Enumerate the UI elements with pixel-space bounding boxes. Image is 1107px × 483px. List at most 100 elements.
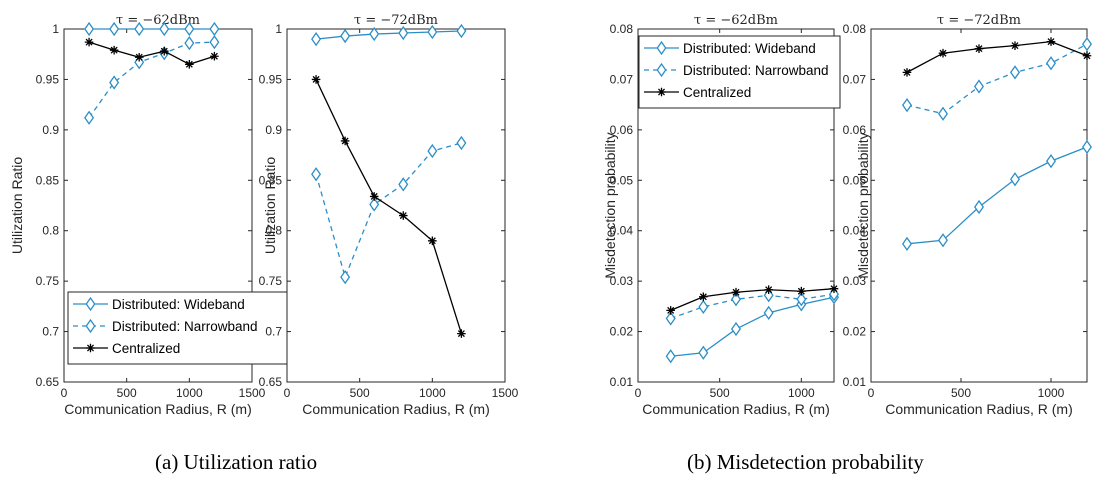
x-tick-label: 0 [284,386,291,400]
y-tick-label: 0.7 [265,325,282,339]
y-tick-label: 0.65 [259,375,283,389]
legend-marker-narrowband [656,62,667,78]
data-point-wideband [731,321,741,337]
data-point-centralized [109,45,119,55]
y-axis-label: Misdetection probability [602,132,618,278]
series-line-centralized [88,41,215,66]
x-tick-label: 0 [61,386,68,400]
legend-label-narrowband: Distributed: Narrowband [683,63,829,78]
y-tick-label: 1 [52,22,59,36]
y-tick-label: 0.8 [265,224,282,238]
x-tick-label: 1500 [239,386,266,400]
y-tick-label: 0.7 [42,325,59,339]
x-tick-label: 1000 [788,386,815,400]
legend-label-wideband: Distributed: Wideband [112,297,245,312]
data-point-centralized [1082,51,1092,61]
caption-a: (a) Utilization ratio [155,450,317,474]
data-point-narrowband [938,106,948,121]
data-point-wideband [698,345,709,360]
data-point-centralized [340,136,350,146]
data-point-narrowband [311,167,322,182]
series-line-centralized [906,40,1088,73]
data-point-narrowband [340,269,351,285]
chart-utilization-72dbm: 0 500 1000 1500 0.65 0.7 0.75 0.8 0.85 0.9 0.95 1 τ … [259,13,519,417]
data-point-wideband [134,21,145,37]
data-point-centralized [210,51,219,61]
y-tick-label: 0.08 [610,22,634,36]
data-point-narrowband [209,34,220,50]
data-point-narrowband [398,177,409,192]
y-tick-label: 0.03 [610,274,634,288]
data-point-wideband [311,31,322,47]
data-point-wideband [369,26,380,42]
data-point-narrowband [698,299,709,314]
data-point-centralized [764,285,773,295]
x-tick-label: 1000 [1038,386,1065,400]
data-point-centralized [902,68,912,77]
chart-utilization-62dbm: 0 500 1000 15000.650.70.750.80.850.90.951τ … [9,13,291,417]
data-point-centralized [1046,37,1056,46]
y-tick-label: 0.01 [610,375,634,389]
data-point-narrowband [829,287,839,302]
data-point-wideband [938,233,948,248]
data-point-narrowband [109,75,120,90]
y-tick-label: 0.95 [259,72,283,86]
y-tick-label: 0.9 [265,123,282,137]
plot-area [286,28,506,383]
data-point-wideband [84,21,95,37]
series-line-centralized [315,79,463,334]
y-tick-label: 0.04 [843,224,867,238]
y-tick-label: 0.07 [843,72,867,86]
data-point-narrowband [974,79,984,94]
data-point-narrowband [665,311,676,326]
series-line-narrowband [315,142,462,280]
data-point-narrowband [184,35,195,51]
data-point-centralized [398,211,408,220]
x-axis-label: Communication Radius, R (m) [642,401,830,417]
series-line-narrowband [670,293,835,320]
data-point-wideband [902,236,912,251]
data-point-centralized [1010,41,1020,50]
x-tick-label: 0 [635,386,642,400]
y-tick-label: 0.06 [843,123,867,137]
legend-label-centralized: Centralized [683,85,751,100]
y-tick-label: 0.06 [610,123,634,137]
data-point-wideband [427,24,438,40]
series-line-narrowband [88,41,215,119]
data-point-centralized [797,286,806,296]
data-point-wideband [665,349,676,364]
legend: Distributed: Wideband Distributed: Narrow… [638,35,841,109]
y-tick-label: 0.02 [610,325,634,339]
x-tick-label: 1000 [419,386,446,400]
data-point-centralized [369,192,379,201]
data-point-narrowband [1082,36,1092,52]
y-tick-label: 0.08 [843,22,867,36]
series-line-narrowband [906,43,1088,115]
data-point-centralized [134,52,144,62]
caption-b: (b) Misdetection probability [687,450,924,474]
x-tick-label: 1500 [492,386,519,400]
y-tick-label: 0.9 [42,123,59,137]
data-point-centralized [699,292,708,302]
data-point-narrowband [796,292,807,307]
y-tick-label: 1 [275,22,282,36]
y-tick-label: 0.8 [42,224,59,238]
legend-label-centralized: Centralized [112,341,180,356]
y-tick-label: 0.02 [843,325,867,339]
y-tick-label: 0.07 [610,72,634,86]
data-point-narrowband [427,143,438,159]
data-point-narrowband [84,110,95,125]
data-point-narrowband [456,135,467,151]
panel-title: τ = −62dBm [694,13,778,28]
data-point-wideband [184,21,195,37]
y-axis-label: Utilization Ratio [262,157,278,254]
y-tick-label: 0.01 [843,375,867,389]
data-point-centralized [159,46,169,56]
y-tick-label: 0.95 [36,72,60,86]
data-point-centralized [731,287,741,297]
y-tick-label: 0.05 [610,173,634,187]
y-tick-label: 0.85 [259,173,283,187]
series-line-wideband [670,296,835,357]
legend-label-wideband: Distributed: Wideband [683,41,816,56]
